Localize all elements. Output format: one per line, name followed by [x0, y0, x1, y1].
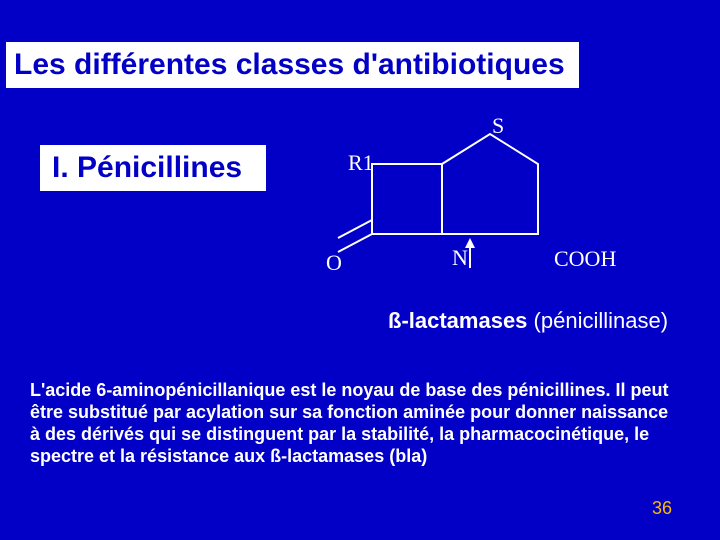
label-cooh: COOH	[554, 246, 616, 272]
structure-svg	[320, 118, 580, 268]
section-box: I. Pénicillines	[40, 145, 266, 191]
page-number: 36	[652, 498, 672, 519]
enzyme-line: ß-lactamases (pénicillinase)	[388, 308, 668, 334]
section-heading: I. Pénicillines	[52, 151, 242, 184]
label-s: S	[492, 113, 504, 139]
enzyme-detail: (pénicillinase)	[534, 308, 669, 333]
label-n: N	[452, 245, 468, 271]
body-paragraph: L'acide 6-aminopénicillanique est le noy…	[30, 380, 670, 468]
title-box: Les différentes classes d'antibiotiques	[6, 42, 579, 88]
slide-title: Les différentes classes d'antibiotiques	[14, 48, 565, 81]
label-o: O	[326, 250, 342, 276]
chemical-structure-diagram	[320, 118, 580, 268]
enzyme-name: ß-lactamases	[388, 308, 527, 333]
label-r1: R1	[348, 150, 374, 176]
slide: Les différentes classes d'antibiotiques …	[0, 0, 720, 540]
